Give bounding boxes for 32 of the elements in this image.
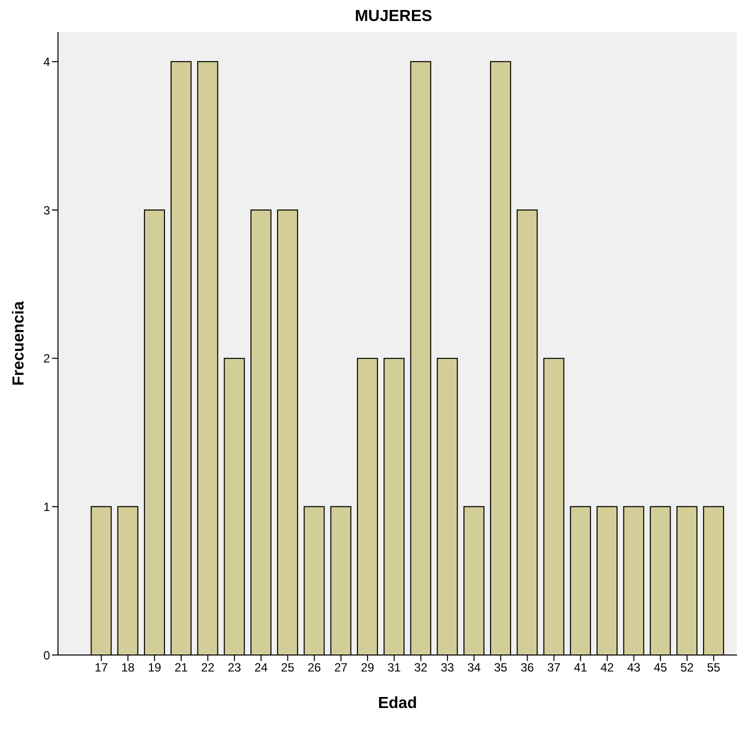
x-tick-label: 36 <box>520 660 534 675</box>
y-axis-title: Frecuencia <box>10 301 28 386</box>
x-tick-label: 27 <box>334 660 348 675</box>
chart-title: MUJERES <box>354 8 434 27</box>
x-tick-label: 17 <box>94 660 108 675</box>
x-tick-label: 41 <box>574 660 588 675</box>
y-tick-label: 3 <box>43 203 50 218</box>
x-tick-label: 18 <box>121 660 135 675</box>
x-tick-label: 19 <box>148 660 162 675</box>
x-tick-label: 24 <box>254 660 268 675</box>
x-tick-label: 33 <box>440 660 454 675</box>
x-tick-label: 35 <box>494 660 508 675</box>
x-tick-label: 34 <box>467 660 482 675</box>
x-axis-title: Edad <box>378 695 418 712</box>
x-tick-label: 37 <box>547 660 561 675</box>
y-tick-label: 4 <box>43 54 50 69</box>
x-tick-label: 31 <box>388 660 402 675</box>
x-tick-label: 23 <box>228 660 242 675</box>
x-tick-label: 22 <box>201 660 215 675</box>
x-tick-label: 21 <box>174 660 188 675</box>
x-tick-label: 26 <box>308 660 322 675</box>
x-tick-label: 52 <box>680 660 694 675</box>
y-tick-label: 0 <box>43 648 50 662</box>
x-tick-label: 29 <box>360 660 375 675</box>
x-tick-label: 25 <box>281 660 295 675</box>
x-tick-label: 55 <box>707 660 721 675</box>
x-tick-label: 45 <box>654 660 668 675</box>
x-tick-label: 43 <box>627 660 641 675</box>
y-tick-label: 2 <box>43 352 50 366</box>
y-tick-label: 1 <box>43 500 50 514</box>
x-tick-label: 42 <box>600 660 614 675</box>
x-tick-label: 32 <box>414 660 428 675</box>
